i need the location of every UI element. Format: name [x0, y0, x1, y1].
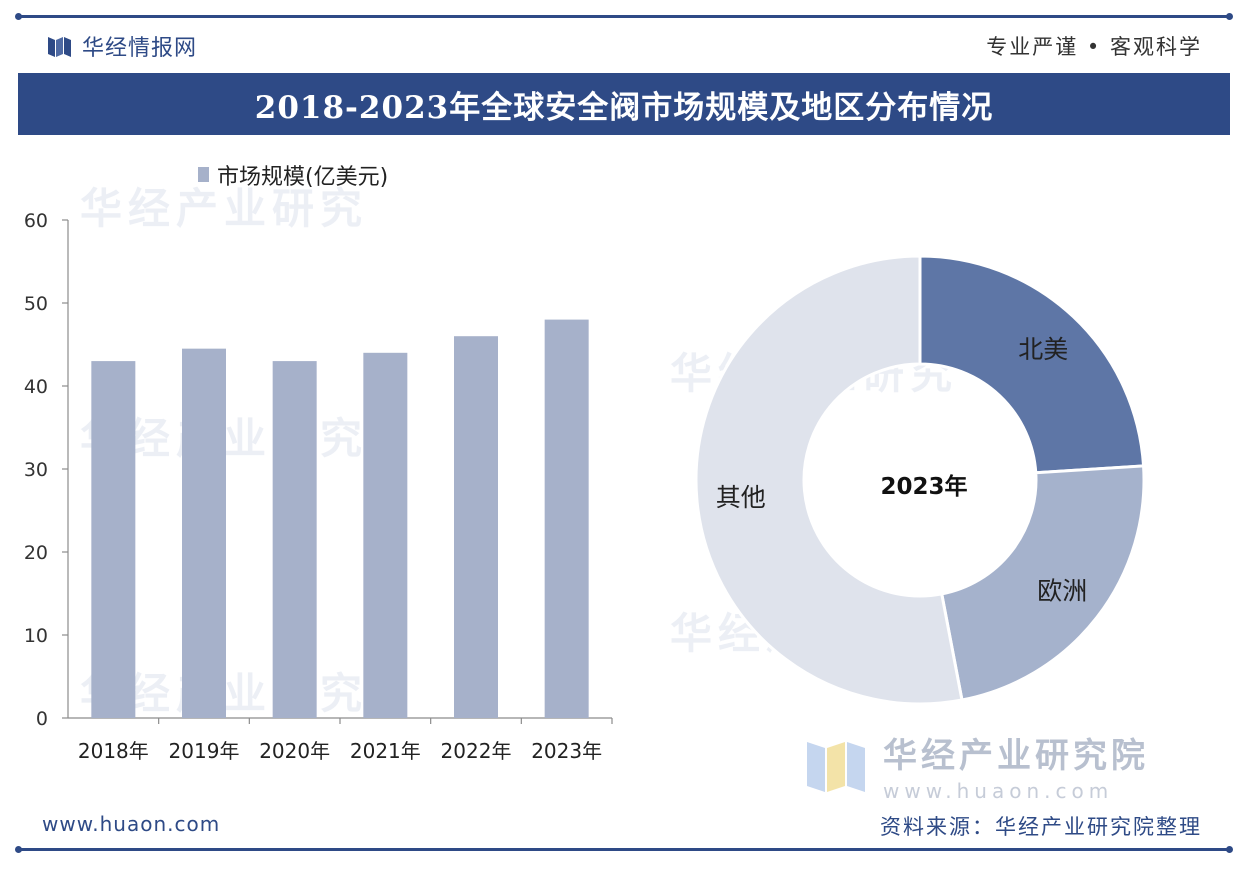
institute-watermark: 华经产业研究院 www.huaon.com: [805, 728, 1149, 803]
bottom-rule: [15, 846, 1233, 853]
bar-2019年: [182, 348, 226, 718]
brand-logo-icon: [48, 37, 71, 57]
x-tick-label: 2018年: [78, 739, 149, 763]
bar-2021年: [363, 352, 408, 718]
legend-label: 市场规模(亿美元): [217, 165, 388, 190]
brand-name: 华经情报网: [82, 36, 198, 61]
x-tick-label: 2020年: [259, 739, 330, 763]
y-tick-label: 50: [24, 293, 48, 315]
institute-name: 华经产业研究院: [883, 736, 1149, 776]
y-tick-label: 20: [24, 542, 48, 564]
slice-label: 其他: [716, 483, 766, 512]
y-tick-label: 30: [24, 459, 48, 481]
brand: 华经情报网: [46, 30, 197, 62]
watermark-text: 华经产业研究: [80, 184, 369, 233]
x-tick-label: 2019年: [169, 739, 240, 763]
footer-url[interactable]: www.huaon.com: [42, 812, 221, 836]
legend-swatch: [198, 167, 209, 182]
slice-北美: [918, 254, 1146, 475]
slice-欧洲: [939, 464, 1146, 702]
bar-2020年: [272, 361, 317, 718]
slice-label: 欧洲: [1037, 576, 1087, 605]
x-tick-label: 2022年: [441, 739, 512, 763]
y-tick-label: 60: [24, 210, 48, 232]
footer-source: 资料来源：华经产业研究院整理: [880, 815, 1202, 839]
slogan: 专业严谨 • 客观科学: [986, 35, 1202, 59]
bar-2023年: [544, 319, 589, 718]
x-tick-label: 2021年: [350, 739, 421, 763]
y-tick-label: 10: [24, 625, 48, 647]
chart-title: 2018-2023年全球安全阀市场规模及地区分布情况: [254, 89, 994, 126]
bar-2022年: [454, 336, 498, 718]
y-tick-label: 40: [24, 376, 48, 398]
institute-logo-icon: [807, 741, 865, 792]
title-band: 2018-2023年全球安全阀市场规模及地区分布情况: [18, 73, 1230, 135]
institute-url: www.huaon.com: [883, 779, 1114, 803]
x-tick-label: 2023年: [531, 739, 602, 763]
slice-其他: [694, 254, 964, 706]
bar-2018年: [91, 361, 136, 718]
donut-center-label: 2023年: [880, 473, 967, 500]
slice-label: 北美: [1018, 335, 1068, 364]
y-tick-label: 0: [36, 708, 48, 730]
top-rule: [15, 13, 1233, 20]
